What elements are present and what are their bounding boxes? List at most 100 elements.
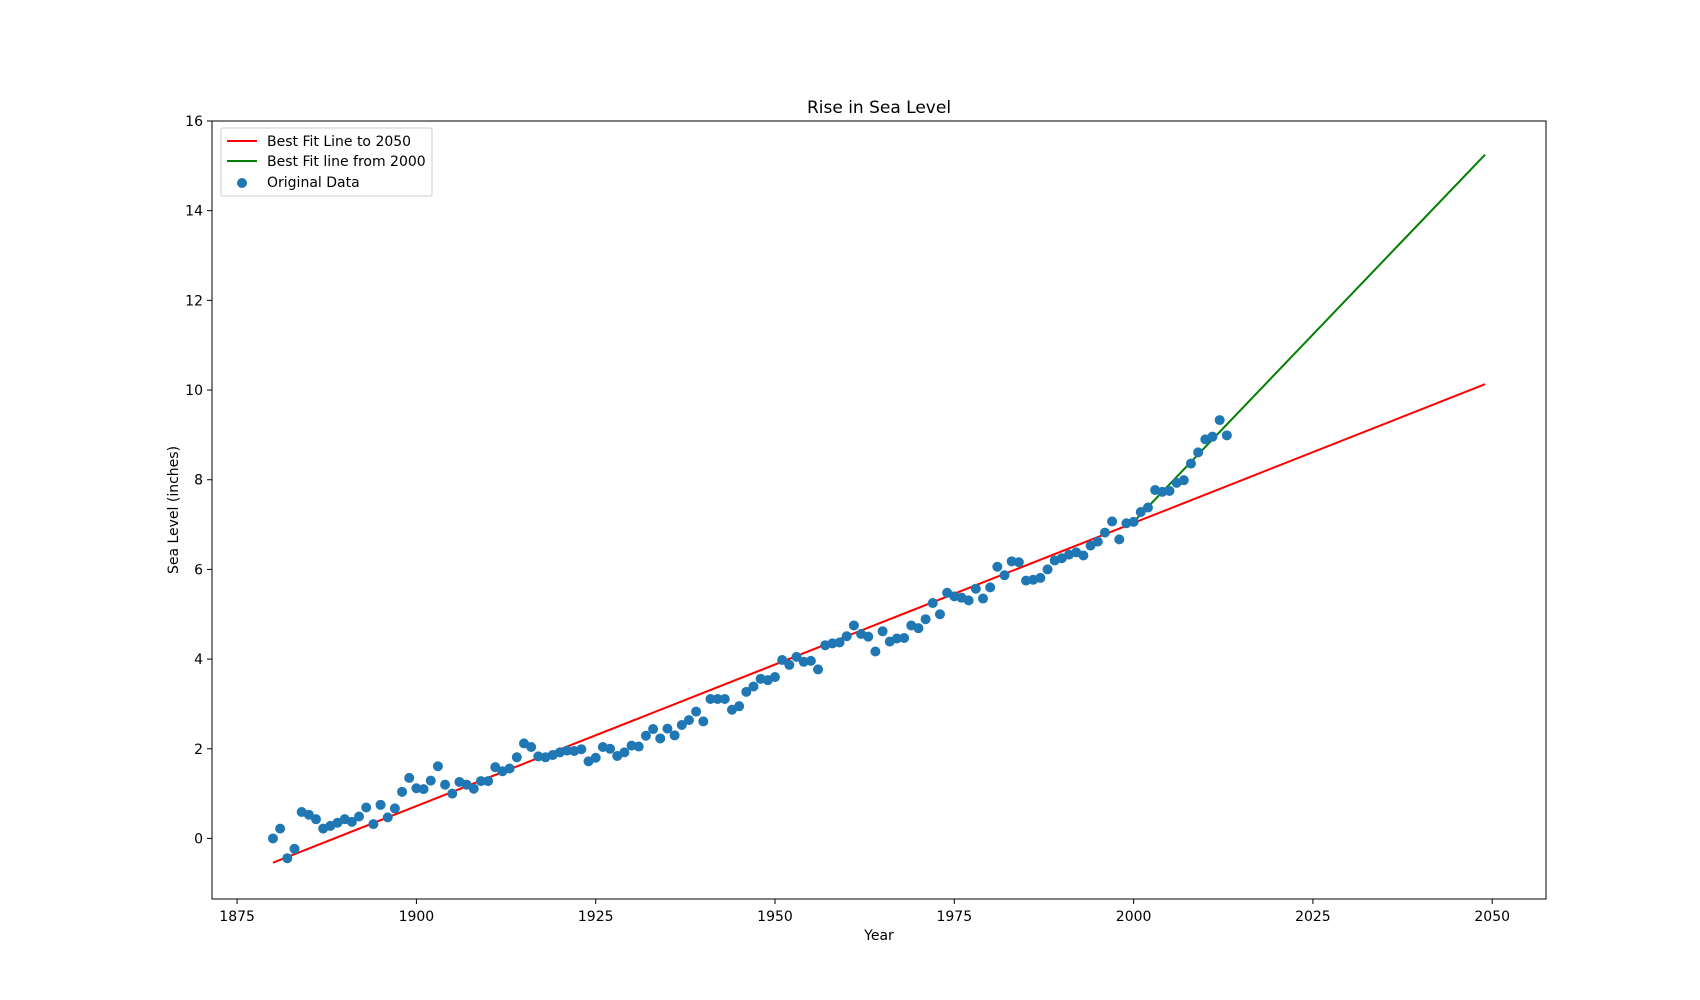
data-point xyxy=(1042,564,1053,575)
plot-area xyxy=(211,120,1547,900)
x-tick-label: 1975 xyxy=(936,909,972,925)
data-point xyxy=(712,694,723,705)
data-point xyxy=(346,816,357,827)
data-point xyxy=(282,853,293,864)
data-point xyxy=(432,761,443,772)
data-point xyxy=(475,776,486,787)
data-point xyxy=(691,706,702,717)
x-axis-label: Year xyxy=(863,928,894,944)
y-tick-label: 6 xyxy=(194,562,203,578)
legend-label-fit-2000: Best Fit line from 2000 xyxy=(267,154,426,170)
y-tick-label: 14 xyxy=(185,204,203,220)
series-line-fit-2000 xyxy=(1132,153,1486,523)
data-point xyxy=(303,809,314,820)
data-point xyxy=(777,654,788,665)
data-point xyxy=(1092,536,1103,547)
data-point xyxy=(382,812,393,823)
scatter-points xyxy=(267,415,1232,864)
x-tick-label: 2000 xyxy=(1116,909,1152,925)
legend-label-original-data: Original Data xyxy=(267,175,360,191)
data-point xyxy=(683,715,694,726)
data-point xyxy=(1035,572,1046,583)
data-point xyxy=(970,583,981,594)
data-point xyxy=(927,598,938,609)
y-tick-label: 8 xyxy=(194,473,203,489)
data-point xyxy=(440,779,451,790)
data-point xyxy=(310,814,321,825)
y-tick-label: 0 xyxy=(194,831,203,847)
data-point xyxy=(1142,502,1153,513)
data-point xyxy=(813,664,824,675)
y-axis-label: Sea Level (inches) xyxy=(166,446,182,574)
fit-lines xyxy=(272,153,1486,864)
data-point xyxy=(640,730,651,741)
data-point xyxy=(375,799,386,810)
data-point xyxy=(633,741,644,752)
y-tick-label: 4 xyxy=(194,652,203,668)
data-point xyxy=(468,783,479,794)
data-point xyxy=(705,694,716,705)
y-axis-ticks: 0 2 4 6 8 10 12 14 16 xyxy=(185,114,212,847)
data-point xyxy=(920,614,931,625)
axes-frame xyxy=(211,120,1547,900)
data-point xyxy=(404,772,415,783)
y-tick-label: 12 xyxy=(185,293,203,309)
data-point xyxy=(389,803,400,814)
data-point xyxy=(1114,534,1125,545)
data-point xyxy=(1078,550,1089,561)
data-point xyxy=(1013,557,1024,568)
data-point xyxy=(511,752,522,763)
data-point xyxy=(719,694,730,705)
data-point xyxy=(841,631,852,642)
x-tick-label: 2050 xyxy=(1474,909,1510,925)
data-point xyxy=(576,744,587,755)
data-point xyxy=(418,784,429,795)
data-point xyxy=(368,819,379,830)
data-point xyxy=(748,681,759,692)
data-point xyxy=(425,775,436,786)
data-point xyxy=(999,570,1010,581)
data-point xyxy=(526,741,537,752)
data-point xyxy=(1099,527,1110,538)
data-point xyxy=(1214,415,1225,426)
data-point xyxy=(447,788,458,799)
series-line-fit-all xyxy=(272,383,1486,864)
data-point xyxy=(397,786,408,797)
data-point xyxy=(977,593,988,604)
data-point xyxy=(698,716,709,727)
data-point xyxy=(805,655,816,666)
data-point xyxy=(676,720,687,731)
data-point xyxy=(985,582,996,593)
data-point xyxy=(483,776,494,787)
legend-box xyxy=(220,127,433,197)
x-tick-label: 1875 xyxy=(219,909,255,925)
x-tick-label: 1950 xyxy=(757,909,793,925)
legend-label-fit-all: Best Fit Line to 2050 xyxy=(267,134,411,150)
x-tick-label: 2025 xyxy=(1295,909,1331,925)
data-point xyxy=(891,633,902,644)
data-point xyxy=(1221,430,1232,441)
data-point xyxy=(1107,516,1118,527)
data-point xyxy=(1128,516,1139,527)
data-point xyxy=(275,823,286,834)
data-point xyxy=(1207,431,1218,442)
data-point xyxy=(848,620,859,631)
data-point xyxy=(899,633,910,644)
chart-title: Rise in Sea Level xyxy=(807,98,951,118)
data-point xyxy=(834,637,845,648)
data-point xyxy=(934,609,945,620)
data-point xyxy=(504,763,515,774)
data-point xyxy=(963,595,974,606)
data-point xyxy=(289,843,300,854)
data-point xyxy=(267,833,278,844)
x-tick-label: 1900 xyxy=(399,909,435,925)
legend-swatch-original-data xyxy=(237,178,247,188)
data-point xyxy=(662,723,673,734)
y-tick-label: 16 xyxy=(185,114,203,130)
data-point xyxy=(590,752,601,763)
data-point xyxy=(1164,485,1175,496)
legend: Best Fit Line to 2050 Best Fit line from… xyxy=(220,127,433,197)
data-point xyxy=(655,733,666,744)
data-point xyxy=(992,561,1003,572)
